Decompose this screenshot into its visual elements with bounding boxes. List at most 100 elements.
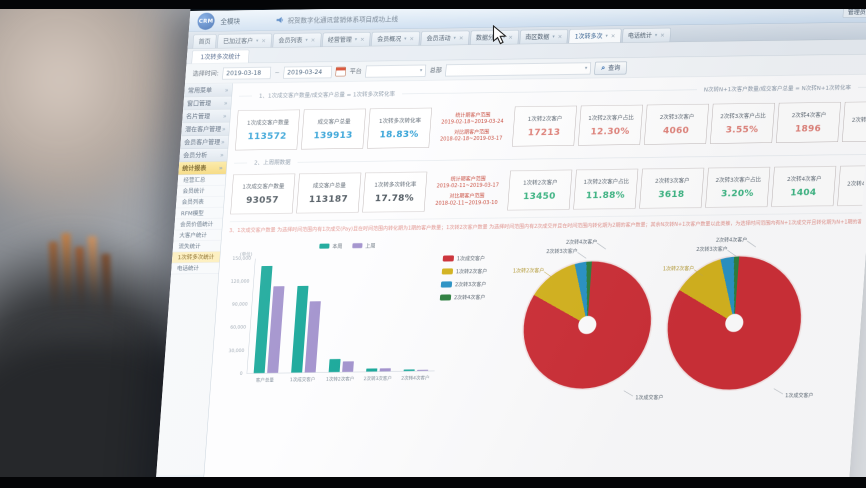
pie-hole: [577, 315, 597, 335]
search-button-label: 查询: [607, 64, 621, 72]
sidebar-subitem[interactable]: 经营汇总: [177, 174, 226, 187]
chevron-down-icon[interactable]: ▾: [255, 38, 259, 44]
close-icon[interactable]: ×: [557, 33, 563, 40]
pie-chart-previous: 2次转4次客户 2次转3次客户 1次转2次客户 1次成交客户: [656, 232, 819, 408]
close-icon[interactable]: ×: [458, 34, 464, 42]
tab[interactable]: 会员活动 ▾ ×: [420, 30, 470, 46]
close-icon[interactable]: ×: [310, 36, 316, 44]
legend-item: 本周: [319, 242, 343, 250]
stat-card-label: 1次转2次客户占比: [583, 178, 630, 186]
bar-chart: 本周 上周 (单位) 0 30,000 60,000 90,000 120,000 150,…: [216, 237, 445, 414]
chevron-down-icon[interactable]: ▾: [552, 34, 555, 40]
chevron-down-icon[interactable]: ▾: [354, 36, 358, 42]
divider: [857, 86, 866, 88]
stat-card: 1次转2次客户占比 12.30%: [578, 104, 643, 146]
subtab-active[interactable]: 1次转多次统计: [191, 49, 250, 64]
legend-swatch: [442, 255, 455, 262]
y-axis-tick: 30,000: [228, 348, 245, 354]
chevron-icon: »: [218, 164, 224, 172]
chevron-icon: »: [222, 112, 227, 120]
sidebar-subitem[interactable]: 大客户统计: [173, 229, 222, 242]
search-button[interactable]: ⌕ 查询: [594, 61, 628, 75]
pie-callout-label: 2次转4次客户: [716, 235, 748, 243]
sidebar-section[interactable]: 窗口管理 »: [183, 96, 232, 111]
tab[interactable]: 会员概况 ▾ ×: [371, 31, 421, 46]
pie-callout-label: 1次成交客户: [785, 391, 814, 399]
calendar-icon[interactable]: [335, 66, 347, 77]
pie-callout-label: 2次转3次客户: [696, 245, 728, 253]
stat-card-label: 成交客户总量: [312, 182, 347, 190]
close-icon[interactable]: ×: [261, 37, 267, 45]
chevron-down-icon[interactable]: ▾: [404, 36, 407, 42]
main-content: 1、1次成交客户数量/成交客户总量 = 1次转多次转化率 N次转N+1次客户数量…: [202, 74, 866, 488]
sidebar-section-label: 会员分析: [182, 151, 208, 160]
date-range-item: 统计期客户范围 2019-02-18~2019-03-24: [435, 112, 511, 126]
sidebar-subitem[interactable]: 会员价值统计: [174, 218, 223, 231]
sidebar-section-label: 潜在客户管理: [184, 125, 222, 134]
tab[interactable]: 已加过客户 ▾ ×: [217, 33, 272, 49]
stat-card-label: 1次转2次客户占比: [588, 114, 634, 122]
tab[interactable]: 经营管理 ▾ ×: [321, 31, 371, 47]
chevron-icon: »: [223, 99, 228, 107]
stat-card: 2次转4次客户占比: [841, 101, 866, 142]
sidebar-subitem[interactable]: 会员列表: [175, 196, 225, 209]
divider: [297, 153, 866, 163]
chevron-down-icon: ▾: [419, 68, 423, 74]
sidebar-subitem[interactable]: 电话统计: [171, 262, 220, 275]
close-icon[interactable]: ×: [508, 34, 514, 41]
stat-card-label: 2次转3次客户: [654, 177, 690, 185]
stat-card-value: 3.55%: [725, 124, 759, 136]
chevron-icon: »: [221, 125, 226, 133]
bar-xlabels: 客户总量 1次成交客户 1次转2次客户 2次转3次客户 2次转4次客户: [246, 374, 434, 383]
sidebar-subitem[interactable]: 1次转多次统计: [171, 251, 221, 264]
sidebar-section[interactable]: 会员客户管理»: [180, 135, 229, 150]
x-axis-label: 2次转3次客户: [363, 376, 392, 382]
crm-logo: CRM: [196, 12, 216, 30]
date-from-input[interactable]: [222, 66, 272, 80]
tab[interactable]: 会员列表 ▾ ×: [272, 32, 322, 48]
close-icon[interactable]: ×: [359, 36, 365, 43]
chevron-down-icon[interactable]: ▾: [654, 32, 658, 38]
legend-label: 上周: [365, 243, 376, 250]
bar-segment: [379, 368, 391, 372]
chevron-down-icon[interactable]: ▾: [453, 35, 457, 41]
pie-callout-label: 2次转4次客户: [566, 237, 598, 245]
sidebar-section[interactable]: 统计报表 »: [178, 161, 227, 176]
stat-card-label: 2次转4次客户占比: [846, 179, 866, 188]
legend-swatch: [439, 294, 452, 301]
sidebar-section[interactable]: 名片管理 »: [182, 109, 231, 124]
stat-card-label: 1次成交客户数量: [246, 119, 290, 127]
hq-select[interactable]: ▾: [445, 62, 592, 77]
tab[interactable]: 电话统计 ▾ ×: [621, 27, 671, 43]
tab-label: 会员列表: [278, 36, 303, 45]
divider: [239, 95, 253, 97]
mouse-cursor-icon: [492, 25, 507, 45]
chevron-down-icon[interactable]: ▾: [305, 37, 308, 43]
sidebar-subitem[interactable]: RFM模型: [175, 207, 224, 220]
close-icon[interactable]: ×: [610, 32, 616, 40]
sidebar-section[interactable]: 会员分析 »: [179, 148, 228, 163]
platform-select[interactable]: ▾: [365, 64, 427, 78]
module-label[interactable]: 全模块: [220, 17, 241, 26]
stat-card: 1次转多次转化率 18.83%: [367, 107, 432, 149]
bar-segment: [342, 361, 354, 372]
chevron-down-icon[interactable]: ▾: [605, 33, 608, 39]
tab[interactable]: 1次转多次 ▾ ×: [568, 28, 622, 44]
close-icon[interactable]: ×: [659, 31, 666, 39]
tab[interactable]: 首页: [192, 34, 217, 49]
tab[interactable]: 南区数据 ▾ ×: [519, 29, 569, 44]
stat-card-label: 1次转2次客户: [527, 115, 563, 123]
date-to-input[interactable]: [283, 65, 333, 79]
legend-swatch: [352, 242, 363, 249]
x-axis-label: 1次成交客户: [289, 377, 316, 383]
sidebar-section[interactable]: 潜在客户管理»: [181, 122, 230, 137]
close-icon[interactable]: ×: [409, 35, 415, 42]
legend-label: 本周: [332, 243, 343, 250]
divider: [234, 162, 248, 164]
sidebar-subitem[interactable]: 会员统计: [176, 185, 225, 198]
sidebar-section[interactable]: 常用菜单 »: [184, 83, 233, 98]
monitor: CRM 全模块 祝贺数字化通讯营销体系项目成功上线 管理员 ▾: [153, 0, 866, 488]
stat-card: 2次转4次客户 1896: [775, 101, 841, 143]
sidebar-subitem[interactable]: 流失统计: [172, 240, 221, 253]
stat-card-value: 3.20%: [720, 188, 754, 200]
